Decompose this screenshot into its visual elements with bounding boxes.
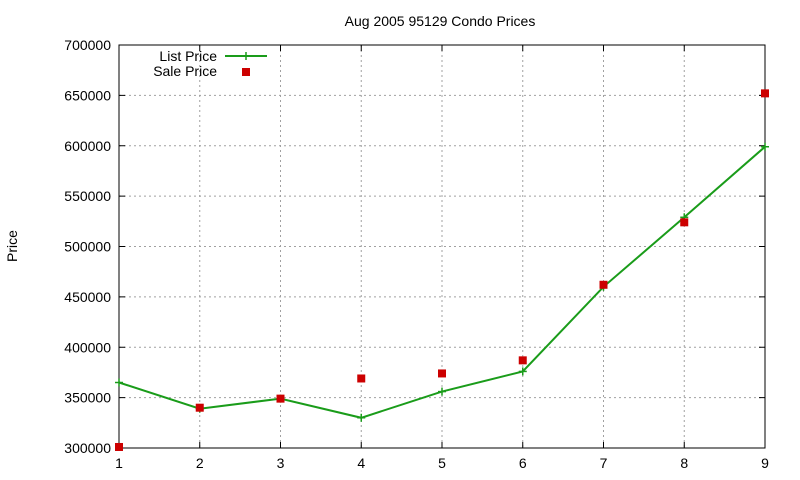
list-price-point — [115, 378, 123, 387]
sale-price-point — [680, 218, 689, 227]
x-tick-label: 1 — [115, 455, 123, 471]
series-layer — [115, 89, 769, 451]
x-tick-label: 3 — [277, 455, 285, 471]
x-tick-label: 5 — [438, 455, 446, 471]
chart-title: Aug 2005 95129 Condo Prices — [345, 13, 536, 29]
sale-price-point — [357, 374, 366, 383]
list-price-point — [518, 367, 527, 376]
sale-price-point — [518, 356, 527, 365]
list-price-point — [761, 142, 769, 151]
grid-lines — [119, 45, 765, 448]
y-tick-label: 500000 — [64, 239, 111, 255]
x-tick-label: 6 — [519, 455, 527, 471]
x-tick-label: 4 — [357, 455, 365, 471]
legend-swatch-sale-square — [242, 68, 250, 76]
y-tick-label: 650000 — [64, 87, 111, 103]
list-price-point — [438, 387, 446, 396]
sale-price-point — [761, 89, 769, 98]
x-tick-label: 8 — [680, 455, 688, 471]
list-price-point — [357, 413, 366, 422]
y-tick-label: 700000 — [64, 37, 111, 53]
sale-price-point — [115, 442, 123, 451]
y-axis: 300000 350000 400000 450000 500000 550000 6000… — [64, 37, 765, 456]
sale-price-point — [599, 280, 608, 289]
y-tick-label: 600000 — [64, 138, 111, 154]
x-tick-label: 9 — [761, 455, 769, 471]
x-axis: 1 2 3 4 5 6 7 8 9 — [115, 45, 769, 471]
legend-label-list-price: List Price — [159, 48, 217, 64]
x-tick-label: 7 — [600, 455, 608, 471]
y-tick-label: 550000 — [64, 188, 111, 204]
x-tick-label: 2 — [196, 455, 204, 471]
y-tick-label: 450000 — [64, 289, 111, 305]
y-tick-label: 300000 — [64, 440, 111, 456]
y-axis-label: Price — [4, 230, 20, 262]
sale-price-point — [438, 369, 446, 378]
y-tick-label: 400000 — [64, 339, 111, 355]
y-tick-label: 350000 — [64, 390, 111, 406]
sale-price-point — [276, 394, 285, 403]
legend-label-sale-price: Sale Price — [153, 63, 217, 79]
sale-price-point — [195, 403, 204, 412]
